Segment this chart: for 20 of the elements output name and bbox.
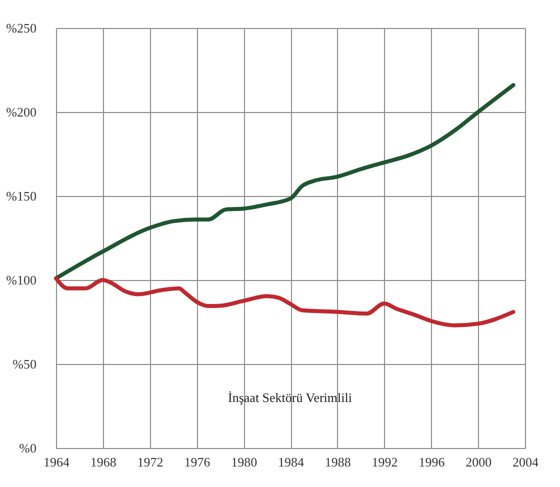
x-tick-label: 1964 (44, 454, 70, 470)
x-tick-label: 1980 (231, 454, 258, 470)
y-tick-label: %50 (12, 356, 36, 372)
x-tick-label: 1988 (324, 454, 351, 470)
y-tick-label: %100 (6, 272, 36, 288)
x-tick-label: 1972 (137, 454, 164, 470)
line-series (54, 83, 516, 280)
y-tick-label: %200 (6, 104, 36, 120)
x-tick-label: 2000 (466, 454, 492, 470)
x-tick-label: 1976 (184, 454, 211, 470)
x-tick-label: 2004 (512, 454, 539, 470)
annotation: İnşaat Sektörü Verimlili (228, 390, 352, 405)
y-tick-label: %150 (6, 188, 36, 204)
x-tick-label: 1992 (372, 454, 398, 470)
line-series (54, 276, 516, 328)
x-tick-label: 1968 (90, 454, 116, 470)
x-tick-label: 1984 (278, 454, 304, 470)
y-tick-label: %250 (6, 20, 36, 36)
y-tick-label: %0 (19, 440, 36, 456)
x-tick-label: 1996 (418, 454, 446, 470)
